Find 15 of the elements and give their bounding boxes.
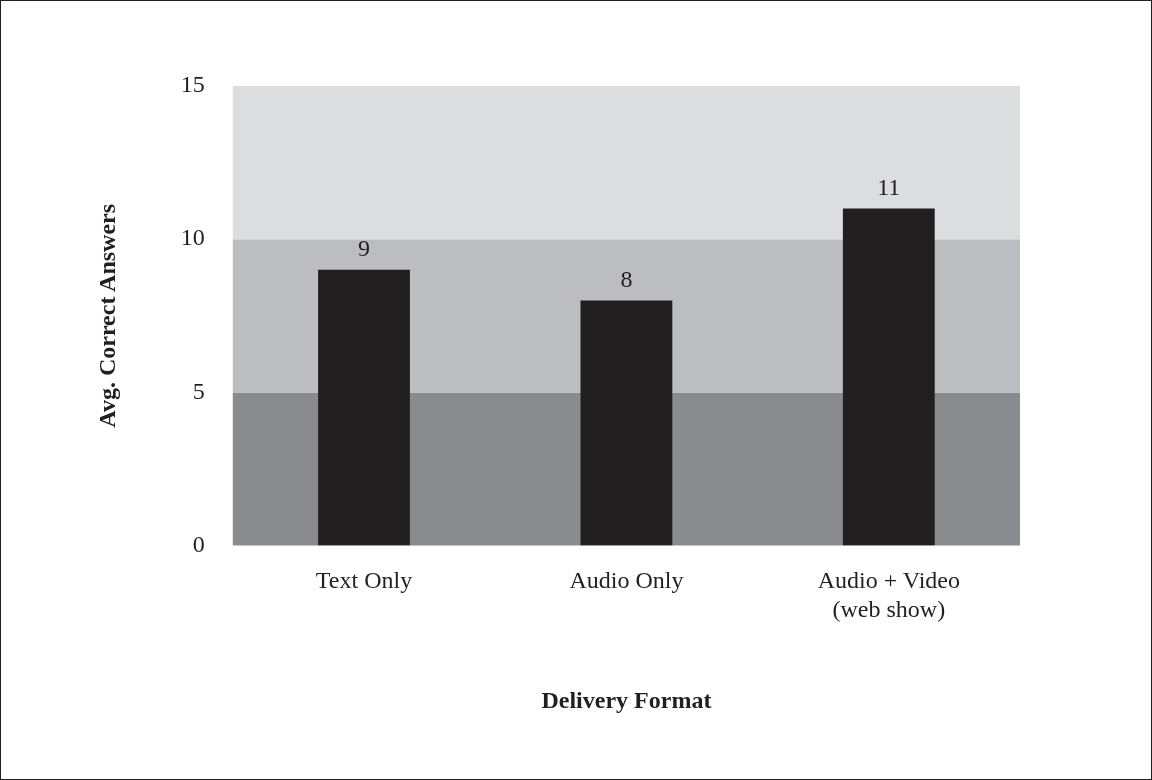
data-label: 9 xyxy=(358,235,370,262)
y-tick-label: 15 xyxy=(180,71,205,98)
x-tick-label: Audio Only xyxy=(569,567,684,594)
x-axis-title: Delivery Format xyxy=(541,686,712,713)
data-label: 8 xyxy=(620,265,633,292)
bar xyxy=(580,300,673,546)
x-tick-label: Text Only xyxy=(315,567,413,594)
y-axis-title: Avg. Correct Answers xyxy=(93,203,120,428)
data-label: 11 xyxy=(877,173,901,200)
bar xyxy=(318,269,410,546)
bar xyxy=(842,208,935,546)
y-tick-label: 10 xyxy=(180,224,205,251)
x-tick-label: Audio + Video (web show) xyxy=(817,567,960,623)
y-tick-label: 0 xyxy=(192,530,205,557)
y-tick-label: 5 xyxy=(192,377,205,404)
